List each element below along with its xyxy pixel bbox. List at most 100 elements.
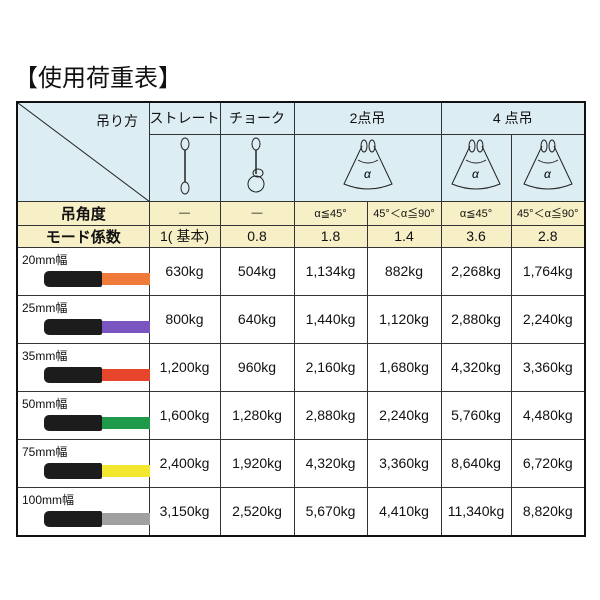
- two-point-icon: α: [293, 133, 442, 202]
- sling-image: [44, 510, 150, 527]
- load-value: 4,320kg: [293, 438, 368, 488]
- method-label: 吊り方: [96, 113, 138, 129]
- sling-image: [44, 414, 150, 431]
- sling-band: [102, 512, 150, 525]
- load-value: 630kg: [148, 246, 221, 296]
- load-value: 1,120kg: [366, 294, 442, 344]
- sling-image: [44, 462, 150, 479]
- sling-band: [102, 368, 150, 381]
- mode-value: 2.8: [510, 224, 586, 248]
- sling-tube: [44, 270, 102, 287]
- load-value: 960kg: [219, 342, 295, 392]
- mode-value: 1.4: [366, 224, 442, 248]
- sling-tube: [44, 510, 102, 527]
- load-value: 504kg: [219, 246, 295, 296]
- width-label: 25mm幅: [22, 300, 68, 315]
- straight-icon: [148, 133, 221, 202]
- load-value: 1,764kg: [510, 246, 586, 296]
- svg-text:α: α: [472, 167, 480, 181]
- load-value: 5,760kg: [440, 390, 512, 440]
- angle-value: —: [148, 200, 221, 226]
- load-value: 6,720kg: [510, 438, 586, 488]
- four-point-icon-1: α: [440, 133, 512, 202]
- choke-icon: [219, 133, 295, 202]
- load-value: 2,880kg: [440, 294, 512, 344]
- angle-value: α≦45°: [293, 200, 368, 226]
- load-table: 吊り方 ストレート チョーク 2点吊 4 点吊 α α α 吊角度 — — α≦…: [16, 101, 587, 537]
- table-row: 25mm幅 800kg 640kg 1,440kg 1,120kg 2,880kg 2,24…: [16, 294, 586, 344]
- sling-band: [102, 416, 150, 429]
- four-point-icon-2: α: [510, 133, 586, 202]
- load-value: 2,400kg: [148, 438, 221, 488]
- table-row: 20mm幅 630kg 504kg 1,134kg 882kg 2,268kg 1,764k…: [16, 246, 586, 296]
- page-title: 【使用荷重表】: [14, 64, 182, 92]
- angle-value: 45°＜α≦90°: [510, 200, 586, 226]
- load-value: 3,360kg: [366, 438, 442, 488]
- sling-tube: [44, 462, 102, 479]
- load-value: 8,640kg: [440, 438, 512, 488]
- width-label: 100mm幅: [22, 492, 75, 507]
- width-cell: 25mm幅: [16, 294, 150, 344]
- angle-label: 吊角度: [16, 200, 150, 226]
- load-value: 2,880kg: [293, 390, 368, 440]
- header-choke: チョーク: [219, 101, 295, 135]
- header-four-point: 4 点吊: [440, 101, 586, 135]
- sling-tube: [44, 318, 102, 335]
- load-value: 1,134kg: [293, 246, 368, 296]
- width-cell: 35mm幅: [16, 342, 150, 392]
- sling-image: [44, 318, 150, 335]
- alpha-label: α: [364, 167, 372, 181]
- table-row: 100mm幅 3,150kg 2,520kg 5,670kg 4,410kg 11,340…: [16, 486, 586, 536]
- sling-band: [102, 464, 150, 477]
- load-value: 2,268kg: [440, 246, 512, 296]
- angle-value: 45°＜α≦90°: [366, 200, 442, 226]
- diagonal-line: [18, 103, 150, 202]
- width-label: 50mm幅: [22, 396, 68, 411]
- width-cell: 100mm幅: [16, 486, 150, 536]
- load-value: 800kg: [148, 294, 221, 344]
- mode-row: モード係数 1( 基本) 0.8 1.8 1.4 3.6 2.8: [16, 224, 586, 248]
- sling-image: [44, 270, 150, 287]
- load-value: 3,150kg: [148, 486, 221, 536]
- angle-row: 吊角度 — — α≦45° 45°＜α≦90° α≦45° 45°＜α≦90°: [16, 200, 586, 226]
- load-value: 2,240kg: [366, 390, 442, 440]
- mode-label: モード係数: [16, 224, 150, 248]
- width-cell: 50mm幅: [16, 390, 150, 440]
- svg-text:α: α: [544, 167, 552, 181]
- header-straight: ストレート: [148, 101, 221, 135]
- load-value: 8,820kg: [510, 486, 586, 536]
- load-value: 1,600kg: [148, 390, 221, 440]
- sling-band: [102, 272, 150, 285]
- sling-image: [44, 366, 150, 383]
- load-value: 1,200kg: [148, 342, 221, 392]
- sling-tube: [44, 414, 102, 431]
- load-value: 2,240kg: [510, 294, 586, 344]
- mode-value: 1( 基本): [148, 224, 221, 248]
- table-row: 35mm幅 1,200kg 960kg 2,160kg 1,680kg 4,320kg 3,…: [16, 342, 586, 392]
- load-value: 1,440kg: [293, 294, 368, 344]
- width-label: 75mm幅: [22, 444, 68, 459]
- corner-header: 吊り方: [16, 101, 150, 202]
- mode-value: 3.6: [440, 224, 512, 248]
- mode-value: 1.8: [293, 224, 368, 248]
- load-value: 3,360kg: [510, 342, 586, 392]
- load-value: 4,410kg: [366, 486, 442, 536]
- table-row: 75mm幅 2,400kg 1,920kg 4,320kg 3,360kg 8,640kg…: [16, 438, 586, 488]
- header-two-point: 2点吊: [293, 101, 442, 135]
- load-value: 5,670kg: [293, 486, 368, 536]
- width-label: 20mm幅: [22, 252, 68, 267]
- angle-value: —: [219, 200, 295, 226]
- table-row: 50mm幅 1,600kg 1,280kg 2,880kg 2,240kg 5,760kg…: [16, 390, 586, 440]
- load-value: 640kg: [219, 294, 295, 344]
- load-value: 1,280kg: [219, 390, 295, 440]
- sling-band: [102, 320, 150, 333]
- width-label: 35mm幅: [22, 348, 68, 363]
- width-cell: 75mm幅: [16, 438, 150, 488]
- mode-value: 0.8: [219, 224, 295, 248]
- sling-tube: [44, 366, 102, 383]
- load-value: 4,320kg: [440, 342, 512, 392]
- load-value: 2,520kg: [219, 486, 295, 536]
- load-value: 4,480kg: [510, 390, 586, 440]
- angle-value: α≦45°: [440, 200, 512, 226]
- load-value: 2,160kg: [293, 342, 368, 392]
